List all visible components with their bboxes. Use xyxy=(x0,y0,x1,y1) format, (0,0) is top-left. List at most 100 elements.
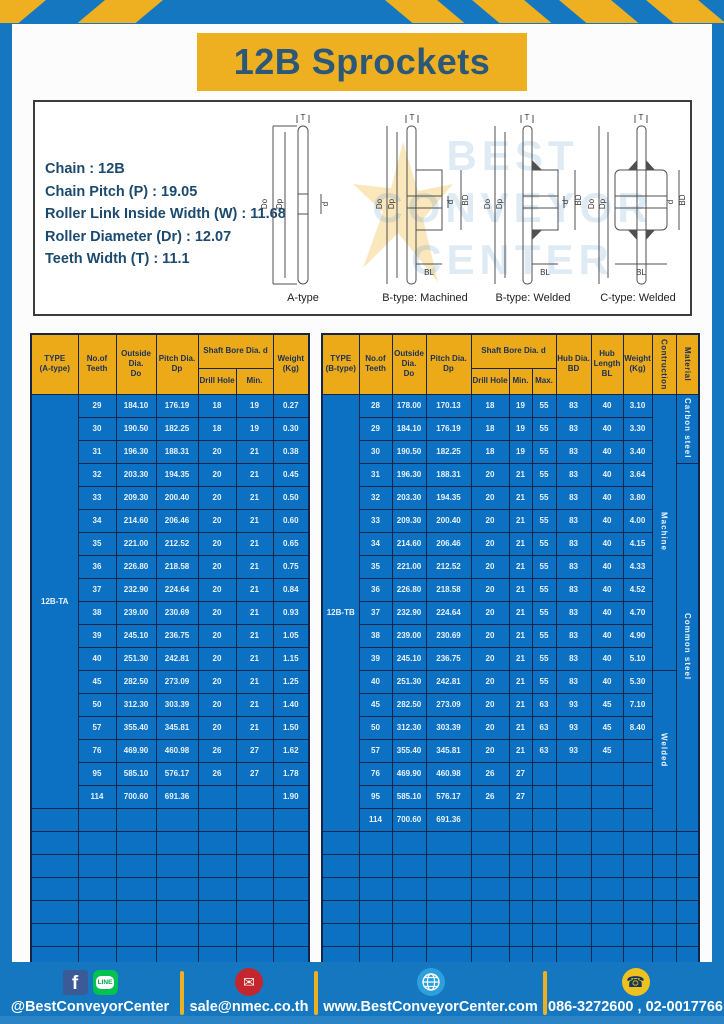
table-cell: 184.10 xyxy=(391,416,427,441)
table-cell: 34 xyxy=(77,508,117,533)
table-cell: 1.40 xyxy=(272,692,310,717)
table-cell xyxy=(115,807,157,832)
table-cell xyxy=(115,853,157,878)
table-cell: 0.50 xyxy=(272,485,310,510)
table-cell xyxy=(235,807,274,832)
table-cell: 76 xyxy=(358,761,393,786)
table-cell: 40 xyxy=(590,646,624,671)
table-cell xyxy=(555,830,592,855)
table-cell: 355.40 xyxy=(391,738,427,763)
table-cell xyxy=(235,784,274,809)
header-row: TYPE (B-type) No.of Teeth Outside Dia. Do P… xyxy=(321,333,700,395)
footer: f LINE @BestConveyorCenter ✉ sale@nmec.c… xyxy=(0,962,724,1024)
column-header: Outside Dia. Do xyxy=(115,333,157,395)
table-cell xyxy=(358,830,393,855)
table-cell xyxy=(425,876,472,901)
type-label: 12B-TA xyxy=(30,393,79,809)
table-cell: 3.40 xyxy=(622,439,653,464)
construction-cell: Machine xyxy=(651,393,677,671)
table-cell xyxy=(508,807,533,832)
diagram-caption: A-type xyxy=(287,292,319,304)
dim-label-Dp: Dp xyxy=(598,198,607,209)
table-cell: 83 xyxy=(555,485,592,510)
table-cell xyxy=(391,899,427,924)
table-cell: 226.80 xyxy=(115,554,157,579)
table-cell xyxy=(391,876,427,901)
stripe-decoration xyxy=(559,0,639,23)
table-cell: 0.38 xyxy=(272,439,310,464)
table-row: 32 203.30 194.35 20 21 0.45 xyxy=(31,462,310,487)
table-row: 32 203.30 194.35 20 21 55 83 40 3.80 xyxy=(322,485,699,510)
table-cell: 209.30 xyxy=(391,508,427,533)
table-cell: 218.58 xyxy=(425,577,472,602)
table-cell xyxy=(555,922,592,947)
table-cell: 30 xyxy=(77,416,117,441)
table-cell: 251.30 xyxy=(391,669,427,694)
footer-social: f LINE @BestConveyorCenter xyxy=(0,962,180,1024)
table-cell xyxy=(555,784,592,809)
table-row: 38 239.00 230.69 20 21 55 83 40 4.90 xyxy=(322,623,699,648)
watermark: BEST CONVEYOR CENTER xyxy=(335,130,690,286)
table-cell xyxy=(651,830,677,855)
table-cell: 700.60 xyxy=(391,807,427,832)
table-cell: 0.30 xyxy=(272,416,310,441)
table-cell: 200.40 xyxy=(155,485,199,510)
table-cell xyxy=(590,853,624,878)
table-cell: 8.40 xyxy=(622,715,653,740)
table-cell: 1.05 xyxy=(272,623,310,648)
table-cell: 26 xyxy=(197,761,237,786)
table-cell xyxy=(115,922,157,947)
table-cell: 312.30 xyxy=(391,715,427,740)
table-cell: 0.27 xyxy=(272,393,310,418)
table-cell xyxy=(30,830,79,855)
table-cell: 5.30 xyxy=(622,669,653,694)
table-row: 31 196.30 188.31 20 21 55 83 40 3.64 Common steel xyxy=(322,462,700,832)
footer-divider xyxy=(180,971,184,1015)
table-cell: 21 xyxy=(508,738,533,763)
footer-divider xyxy=(314,971,318,1015)
facebook-icon: f xyxy=(62,969,88,995)
phone-icon: ☎ xyxy=(621,968,650,996)
table-cell xyxy=(470,899,510,924)
table-cell: 21 xyxy=(235,623,274,648)
table-cell: 39 xyxy=(358,646,393,671)
email-icon: ✉ xyxy=(235,968,263,996)
dim-label-T: T xyxy=(301,113,306,122)
table-cell: 196.30 xyxy=(115,439,157,464)
table-cell xyxy=(622,807,653,832)
table-cell: 5.10 xyxy=(622,646,653,671)
table-cell: 20 xyxy=(470,623,510,648)
footer-phone-numbers: 086-3272600 , 02-0017766 xyxy=(548,999,723,1015)
table-cell: 194.35 xyxy=(155,462,199,487)
table-cell: 83 xyxy=(555,508,592,533)
table-cell xyxy=(30,807,79,832)
table-cell xyxy=(675,853,700,878)
table-cell: 83 xyxy=(555,439,592,464)
table-row: 36 226.80 218.58 20 21 55 83 40 4.52 xyxy=(322,577,699,602)
table-cell: 245.10 xyxy=(391,646,427,671)
table-cell: 33 xyxy=(358,508,393,533)
table-cell: 35 xyxy=(77,531,117,556)
table-row: 45 282.50 273.09 20 21 1.25 xyxy=(31,669,310,694)
table-cell: 206.46 xyxy=(425,531,472,556)
table-cell: 4.33 xyxy=(622,554,653,579)
table-row: 29 184.10 176.19 18 19 55 83 40 3.30 xyxy=(322,416,699,441)
table-cell xyxy=(531,784,557,809)
table-cell: 224.64 xyxy=(425,600,472,625)
watermark-line: CENTER xyxy=(411,236,614,283)
column-header: Hub Length BL xyxy=(590,333,624,395)
table-cell: 203.30 xyxy=(115,462,157,487)
spec-line: Chain Pitch (P) : 19.05 xyxy=(45,183,198,200)
table-cell xyxy=(651,876,677,901)
table-cell xyxy=(675,830,700,855)
table-row: 76 469.90 460.98 26 27 xyxy=(322,761,699,786)
b-type-table: TYPE (B-type) No.of Teeth Outside Dia. Do P… xyxy=(321,333,701,971)
table-cell: 55 xyxy=(531,462,557,487)
table-cell xyxy=(358,876,393,901)
column-header: No.of Teeth xyxy=(77,333,117,395)
table-cell xyxy=(235,922,274,947)
table-cell: 251.30 xyxy=(115,646,157,671)
table-cell: 188.31 xyxy=(155,439,199,464)
table-cell xyxy=(391,830,427,855)
table-cell xyxy=(651,899,677,924)
